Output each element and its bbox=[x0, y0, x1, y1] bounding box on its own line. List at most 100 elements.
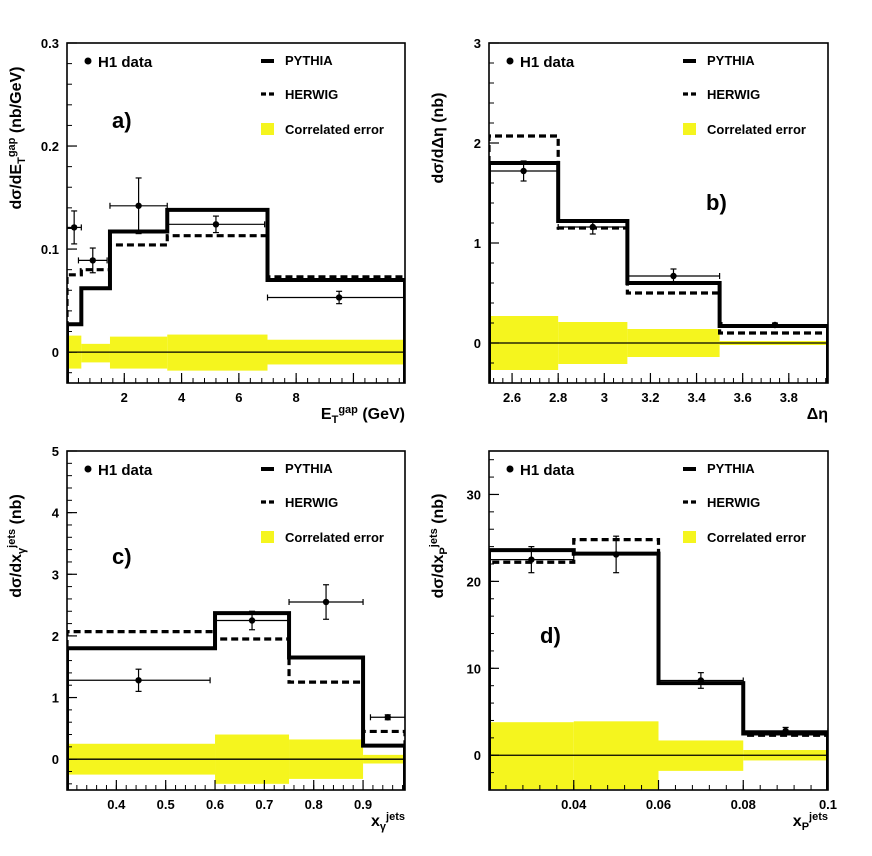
data-point bbox=[166, 215, 266, 234]
y-tick-label: 1 bbox=[474, 236, 481, 251]
pythia-series-line bbox=[67, 611, 405, 790]
herwig-series-line bbox=[67, 629, 405, 790]
x-tick-label: 6 bbox=[235, 390, 242, 405]
data-point bbox=[721, 321, 828, 329]
x-tick-label: 2.6 bbox=[503, 390, 521, 405]
legend-pythia-label: PYTHIA bbox=[285, 461, 333, 476]
y-label-main: dσ/dE bbox=[8, 164, 25, 210]
x-label-main: x bbox=[371, 813, 380, 830]
plot-frame bbox=[488, 42, 829, 384]
data-point bbox=[109, 177, 168, 235]
x-label-sup: jets bbox=[385, 811, 405, 823]
y-tick-label: 2 bbox=[52, 629, 59, 644]
x-tick-label: 3.6 bbox=[734, 390, 752, 405]
y-tick-label: 0.1 bbox=[41, 242, 59, 257]
data-marker bbox=[782, 727, 789, 735]
y-axis-label: dσ/dΔη (nb) bbox=[430, 93, 447, 184]
legend-error-label: Correlated error bbox=[285, 122, 384, 137]
plot-area bbox=[67, 177, 405, 383]
herwig-series-line bbox=[67, 234, 405, 383]
data-marker bbox=[697, 677, 705, 684]
y-label-sup: jets bbox=[428, 528, 440, 548]
y-tick-label: 0 bbox=[474, 336, 481, 351]
data-marker bbox=[384, 714, 391, 721]
x-tick-label: 0.08 bbox=[731, 797, 756, 812]
x-label-sub: P bbox=[802, 821, 809, 833]
data-point bbox=[288, 584, 364, 620]
data-marker bbox=[212, 221, 220, 228]
x-axis-label: Δη bbox=[807, 406, 828, 423]
y-tick-label: 3 bbox=[52, 567, 59, 582]
legend-pythia-label: PYTHIA bbox=[285, 53, 333, 68]
data-point bbox=[67, 210, 82, 245]
x-tick-label: 3.2 bbox=[641, 390, 659, 405]
panel-label: a) bbox=[112, 108, 132, 133]
legend-herwig-label: HERWIG bbox=[285, 87, 338, 102]
legend-data-label: H1 data bbox=[520, 462, 575, 479]
y-label-main: dσ/dx bbox=[430, 554, 447, 598]
y-tick-label: 0.2 bbox=[41, 139, 59, 154]
y-axis-label: dσ/dxPjets (nb) bbox=[428, 494, 450, 599]
x-tick-label: 2 bbox=[121, 390, 128, 405]
y-label-sub: T bbox=[16, 157, 28, 164]
legend-pythia-label: PYTHIA bbox=[707, 53, 755, 68]
plot-frame bbox=[66, 450, 406, 791]
data-marker bbox=[771, 321, 779, 329]
x-label-sup: jets bbox=[808, 811, 828, 823]
data-point bbox=[77, 247, 108, 274]
x-label-main: Δη bbox=[807, 406, 828, 423]
panel-b: 0 1 2 3 2.6 2.8 3 3.2 3.4 3.6 3.8 dσ/dΔη (nb) Δη b) H1… bbox=[430, 36, 829, 423]
x-tick-label: 3.4 bbox=[688, 390, 707, 405]
y-tick-label: 0.3 bbox=[41, 36, 59, 51]
legend-data-marker bbox=[506, 57, 514, 65]
legend-error-label: Correlated error bbox=[707, 530, 806, 545]
legend: H1 data PYTHIA HERWIG Correlated error bbox=[84, 53, 384, 137]
x-tick-label: 0.4 bbox=[107, 797, 126, 812]
data-marker bbox=[589, 223, 596, 231]
data-point bbox=[214, 610, 290, 631]
legend-data-marker bbox=[84, 465, 92, 473]
panel-label: c) bbox=[112, 544, 132, 569]
y-label-unit: (nb) bbox=[8, 494, 25, 529]
y-tick-label: 0 bbox=[474, 748, 481, 763]
data-marker bbox=[135, 677, 142, 684]
legend: H1 data PYTHIA HERWIG Correlated error bbox=[506, 461, 806, 545]
data-marker bbox=[89, 257, 96, 264]
x-tick-label: 0.8 bbox=[305, 797, 323, 812]
plot-area bbox=[489, 134, 828, 383]
x-axis-label: ETgap (GeV) bbox=[321, 404, 405, 426]
x-label-sub: γ bbox=[380, 821, 387, 833]
legend-data-marker bbox=[84, 57, 92, 65]
data-point bbox=[266, 290, 405, 305]
data-marker bbox=[135, 202, 142, 209]
x-label-main: E bbox=[321, 406, 332, 423]
y-tick-label: 30 bbox=[467, 487, 481, 502]
plot-area bbox=[489, 535, 828, 790]
legend-error-label: Correlated error bbox=[707, 122, 806, 137]
data-marker bbox=[528, 556, 535, 563]
data-point bbox=[573, 535, 660, 574]
plot-frame bbox=[66, 42, 406, 384]
legend-data-marker bbox=[506, 465, 514, 473]
x-tick-label: 0.1 bbox=[819, 797, 837, 812]
panel-label: d) bbox=[540, 623, 561, 648]
y-axis-label: dσ/dETgap (nb/GeV) bbox=[6, 66, 28, 209]
plot-area bbox=[67, 584, 405, 790]
panel-a: 00.10.20.32 4 6 8dσ/dETgap (nb/GeV)ETgap (G… bbox=[6, 36, 406, 426]
y-label-unit: (nb) bbox=[430, 494, 447, 529]
legend-error-swatch bbox=[261, 531, 274, 543]
legend-herwig-label: HERWIG bbox=[285, 495, 338, 510]
data-point bbox=[657, 672, 744, 689]
y-tick-label: 1 bbox=[52, 691, 59, 706]
y-tick-label: 5 bbox=[52, 444, 59, 459]
panel-label: b) bbox=[706, 190, 727, 215]
x-axis-label: xγjets bbox=[371, 811, 405, 833]
data-point bbox=[742, 726, 828, 735]
x-label-sub: T bbox=[332, 414, 339, 426]
legend-data-label: H1 data bbox=[520, 54, 575, 71]
y-tick-label: 0 bbox=[52, 345, 59, 360]
legend-error-swatch bbox=[683, 123, 696, 135]
legend: H1 data PYTHIA HERWIG Correlated error bbox=[506, 53, 806, 137]
